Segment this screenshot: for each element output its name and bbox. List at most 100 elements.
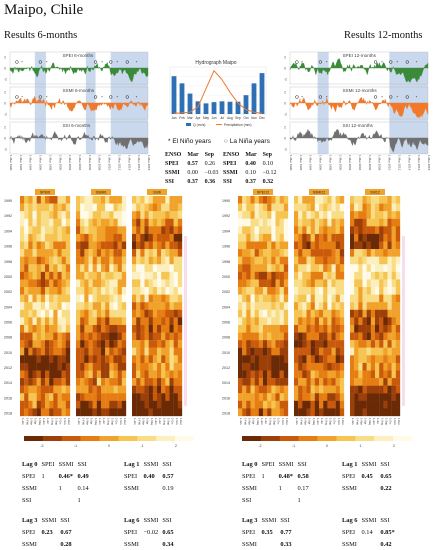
heatmap-index-label: SPEI6 [40, 191, 50, 195]
heatmap-cell [105, 249, 110, 257]
lag-cell: 1 [41, 472, 45, 480]
y-tick-label: -2 [284, 147, 287, 151]
heatmap-cell [331, 378, 336, 386]
heatmap-cell [36, 271, 41, 280]
heatmap-cell [354, 347, 359, 356]
heatmap-cell [40, 393, 46, 401]
heatmap-cell [45, 203, 50, 212]
heatmap-cell [238, 340, 243, 348]
heatmap-cell [275, 378, 280, 386]
heatmap-cell [319, 287, 324, 295]
lag-cell: 0.48* [278, 472, 293, 480]
heatmap-cell [379, 355, 384, 364]
heatmap-cell [263, 226, 268, 235]
heatmap-cell [267, 324, 272, 333]
heatmap-cell [354, 233, 359, 242]
heatmap-cell [161, 287, 166, 295]
heatmap-cell [254, 317, 259, 326]
heatmap-cell [84, 378, 89, 386]
heatmap-cell [140, 279, 145, 288]
heatmap-cell [76, 241, 81, 250]
heatmap-cell [121, 340, 127, 348]
heatmap-cell [314, 324, 320, 333]
heatmap-cell [84, 249, 89, 257]
heatmap-cell [36, 362, 41, 371]
heatmap-cell [267, 370, 272, 379]
heatmap-cell [177, 362, 183, 371]
heatmap-cell [28, 340, 33, 348]
heatmap-cell [24, 302, 29, 310]
heatmap-cell [294, 264, 299, 273]
heatmap-cell [101, 324, 106, 333]
heatmap-cell [152, 332, 158, 341]
heatmap-cell [250, 400, 255, 409]
heatmap-cell [267, 355, 272, 364]
heatmap-cell [177, 393, 183, 401]
heatmap-cell [310, 241, 315, 250]
heatmap-cell [57, 264, 62, 273]
heatmap-cell [121, 218, 127, 227]
heatmap-cell [246, 241, 251, 250]
heatmap-cell [45, 385, 50, 394]
heatmap-cell [275, 370, 280, 379]
heatmap-cell [88, 218, 93, 227]
heatmap-cell [267, 211, 272, 219]
heatmap-cell [40, 218, 46, 227]
el-nino-marker: * [21, 95, 23, 100]
heatmap-cell [96, 203, 102, 212]
heatmap-cell [263, 256, 268, 265]
heatmap-cell [254, 347, 259, 356]
heatmap-cell [152, 294, 158, 303]
heatmap-cell [84, 287, 89, 295]
heatmap-cell [45, 362, 50, 371]
heatmap-cell [254, 370, 259, 379]
enso-cell: SSI [223, 179, 233, 185]
heatmap-month-label: 1-Aug [380, 418, 384, 425]
heatmap-month-label: 1-May [38, 418, 42, 426]
heatmap-cell [53, 256, 58, 265]
heatmap-cell [254, 256, 259, 265]
heatmap-cell [279, 287, 284, 295]
heatmap-cell [379, 211, 384, 219]
heatmap-cell [173, 218, 178, 227]
heatmap-cell [246, 340, 251, 348]
heatmap-cell [370, 203, 376, 212]
heatmap-cell [279, 279, 284, 288]
heatmap-cell [65, 264, 71, 273]
heatmap-cell [323, 241, 328, 250]
heatmap-cell [395, 324, 401, 333]
heatmap-cell [310, 203, 315, 212]
heatmap-cell [331, 241, 336, 250]
heatmap-cell [354, 362, 359, 371]
heatmap-cell [169, 302, 174, 310]
heatmap-cell [362, 385, 367, 394]
heatmap-cell [350, 332, 355, 341]
heatmap-cell [105, 362, 110, 371]
heatmap-month-label: 1-Jun [372, 418, 376, 425]
heatmap-cell [165, 294, 170, 303]
heatmap-cell [109, 302, 114, 310]
lag-cell: 1 [278, 484, 282, 492]
heatmap-cell [358, 385, 363, 394]
heatmap-cell [319, 347, 324, 356]
heatmap-cell [395, 378, 401, 386]
heatmap-cell [383, 378, 388, 386]
heatmap-cell [76, 362, 81, 371]
heatmap-cell [242, 370, 247, 379]
heatmap-cell [335, 256, 340, 265]
heatmap-cell [331, 400, 336, 409]
heatmap-cell [157, 287, 162, 295]
heatmap-cell [267, 218, 272, 227]
heatmap-cell [169, 408, 174, 417]
lag-header-cell: SSMI [143, 460, 159, 468]
heatmap-cell [144, 241, 149, 250]
heatmap-cell [250, 302, 255, 310]
heatmap-cell [161, 226, 166, 235]
lag3-table-12-months: Lag 3 SSMI SSI SPEI 0.35 0.77 SSMI 0.33 [240, 514, 294, 550]
heatmap-cell [310, 279, 315, 288]
heatmap-cell [148, 347, 153, 356]
heatmap-cell [61, 309, 66, 318]
heatmap-cell [45, 226, 50, 235]
heatmap-cell [165, 309, 170, 318]
heatmap-cell [339, 302, 345, 310]
